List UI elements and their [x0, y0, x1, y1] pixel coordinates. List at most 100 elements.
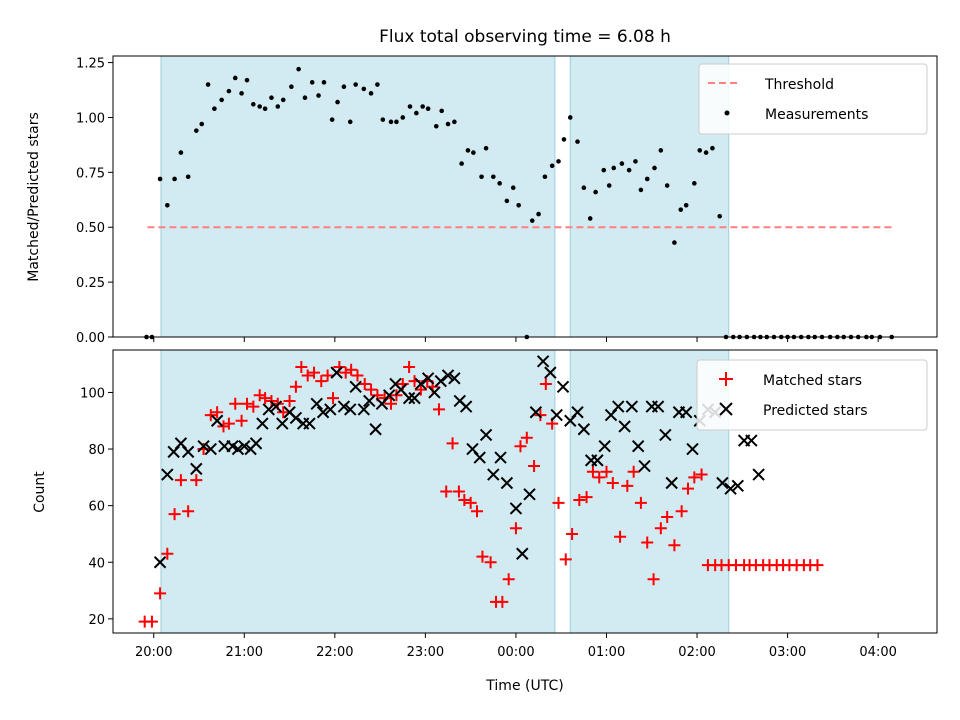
matched-star-point — [365, 383, 378, 396]
bottom-x-tick-label: 23:00 — [407, 645, 444, 660]
top-y-tick-label: 0.75 — [76, 166, 105, 181]
matched-star-point — [253, 389, 266, 402]
predicted-star-point — [665, 476, 678, 490]
predicted-star-point — [556, 380, 570, 393]
matched-star-point — [559, 553, 572, 566]
predicted-star-point — [402, 391, 416, 405]
bottom-x-tick-label: 01:00 — [588, 645, 625, 660]
matched-star-point — [446, 437, 459, 450]
measurement-point — [445, 121, 451, 127]
predicted-star-point — [382, 389, 396, 402]
bottom-x-tick-label: 03:00 — [769, 645, 806, 660]
predicted-star-point — [536, 355, 550, 368]
measurement-point — [375, 82, 380, 87]
matched-star-point — [222, 417, 235, 430]
bottom-x-tick-label: 04:00 — [859, 645, 896, 660]
matched-star-point — [514, 440, 527, 453]
predicted-star-point — [523, 488, 536, 501]
matched-star-point — [283, 394, 296, 407]
measurement-point — [361, 86, 367, 92]
measurement-point — [497, 181, 502, 186]
measurement-point — [433, 123, 439, 129]
measurements-legend-label: Measurements — [765, 107, 868, 123]
predicted-star-point — [679, 406, 693, 419]
matched-star-point — [509, 522, 522, 535]
matched-star-point — [403, 360, 416, 373]
predicted-star-point — [181, 445, 195, 459]
measurement-point — [626, 167, 632, 173]
measurement-point — [644, 176, 650, 182]
measurement-point — [638, 187, 644, 193]
measurement-point — [452, 119, 457, 125]
predicted-star-point — [571, 406, 584, 419]
predicted-stars-points — [153, 355, 765, 569]
matched-star-point — [811, 559, 824, 572]
bottom-x-tick-label: 21:00 — [226, 645, 263, 660]
bottom-y-tick-label: 80 — [88, 443, 105, 458]
measurement-point — [703, 150, 709, 155]
measurement-point — [717, 213, 722, 219]
measurement-point — [165, 202, 170, 208]
matched-star-point — [247, 400, 260, 413]
matched-star-point — [321, 369, 334, 382]
measurement-point — [302, 95, 308, 101]
matched-star-point — [174, 474, 187, 487]
top-observing-window-0 — [160, 55, 556, 338]
predicted-star-point — [752, 468, 765, 481]
chart-title: Flux total observing time = 6.08 h — [379, 27, 671, 47]
measurement-point — [697, 148, 703, 153]
matched-star-point — [520, 431, 533, 444]
matched-star-point — [204, 409, 217, 422]
matched-star-point — [593, 471, 606, 484]
measurement-point — [212, 106, 217, 111]
top-legend-box — [698, 63, 928, 135]
measurement-point — [257, 104, 262, 109]
measurement-point — [549, 163, 555, 169]
measurement-point — [510, 185, 516, 191]
predicted-star-point — [256, 417, 269, 430]
predicted-star-point — [516, 547, 529, 560]
predicted-star-point — [638, 459, 651, 473]
measurement-point — [353, 82, 358, 87]
predicted-star-point — [153, 556, 167, 569]
measurement-point — [593, 189, 598, 195]
bottom-x-tick-label: 02:00 — [678, 645, 715, 660]
predicted-star-point — [651, 400, 665, 413]
measurement-point — [710, 145, 715, 151]
measurement-point — [652, 165, 657, 171]
matched-star-point — [241, 397, 254, 410]
matched-star-point — [606, 477, 619, 490]
matched-star-point — [458, 493, 471, 506]
predicted-star-point — [330, 366, 343, 379]
predicted-star-point — [421, 372, 435, 385]
matched-star-point — [471, 505, 484, 518]
predicted-star-point — [659, 428, 672, 442]
matched-star-point — [277, 406, 290, 419]
measurement-point — [172, 176, 177, 182]
measurement-point — [269, 95, 274, 101]
measurements-legend-swatch — [724, 110, 730, 116]
measurement-point — [439, 108, 444, 114]
measurement-point — [471, 150, 476, 155]
matched-star-point — [464, 496, 477, 509]
predicted-star-point — [441, 369, 455, 382]
predicted-star-point — [618, 420, 631, 433]
measurement-point — [407, 104, 413, 109]
matched-star-point — [358, 377, 371, 390]
matched-star-point — [301, 369, 314, 382]
predicted-star-point — [414, 377, 428, 391]
measurement-point — [232, 75, 238, 81]
measurement-point — [178, 150, 184, 155]
measurement-point — [542, 174, 548, 180]
x-axis-label: Time (UTC) — [485, 678, 563, 694]
top-x-ticks — [153, 337, 879, 342]
measurement-point — [587, 216, 593, 221]
matched-legend-label: Matched stars — [763, 373, 862, 389]
measurement-point — [205, 82, 211, 87]
measurement-point — [239, 91, 244, 96]
top-observing-windows — [160, 55, 730, 338]
measurement-point — [251, 101, 256, 107]
matched-star-point — [641, 536, 654, 549]
predicted-star-point — [448, 372, 461, 385]
matched-star-point — [452, 485, 465, 498]
